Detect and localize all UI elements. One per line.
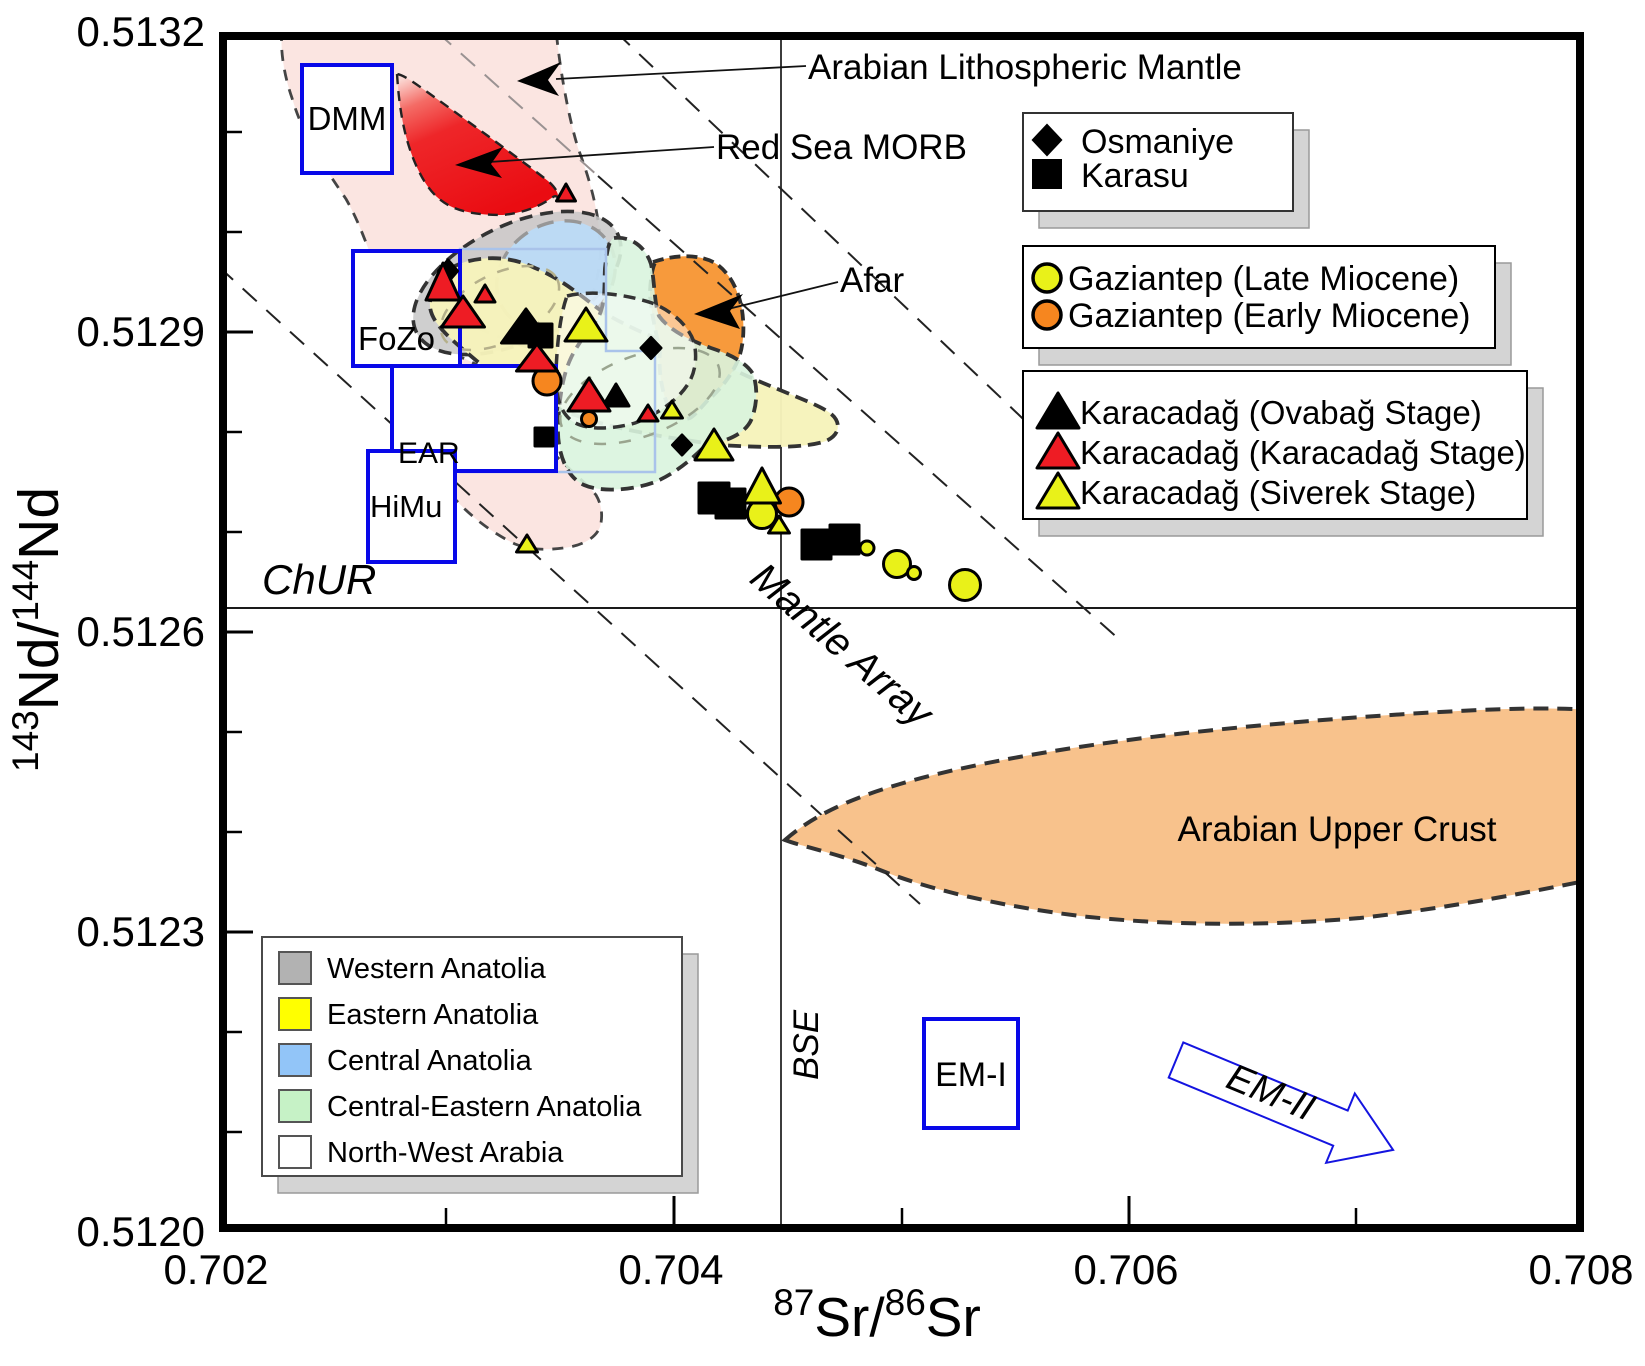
svg-text:Karasu: Karasu [1081,157,1189,195]
svg-text:Arabian Upper Crust: Arabian Upper Crust [1177,810,1496,849]
svg-text:0.706: 0.706 [1073,1246,1178,1293]
svg-text:HiMu: HiMu [370,489,442,524]
svg-text:0.704: 0.704 [618,1246,723,1293]
svg-text:EAR: EAR [398,437,460,470]
svg-text:Gaziantep (Early Miocene): Gaziantep (Early Miocene) [1068,297,1471,335]
svg-text:Karacadağ (Ovabağ Stage): Karacadağ (Ovabağ Stage) [1080,394,1482,431]
svg-text:EM-I: EM-I [935,1056,1007,1094]
svg-text:Eastern Anatolia: Eastern Anatolia [327,999,539,1031]
svg-text:Karacadağ (Karacadağ Stage): Karacadağ (Karacadağ Stage) [1080,434,1526,471]
svg-text:143Nd/144Nd: 143Nd/144Nd [5,487,71,772]
svg-text:Afar: Afar [840,261,905,300]
svg-text:Central-Eastern Anatolia: Central-Eastern Anatolia [327,1091,642,1123]
svg-text:0.5120: 0.5120 [77,1208,205,1255]
svg-text:FoZo: FoZo [358,320,435,357]
svg-text:North-West Arabia: North-West Arabia [327,1137,564,1169]
svg-text:0.702: 0.702 [163,1246,268,1293]
svg-text:0.5132: 0.5132 [77,8,205,55]
svg-text:87Sr/86Sr: 87Sr/86Sr [773,1282,981,1348]
svg-text:BSE: BSE [787,1009,826,1080]
svg-text:0.708: 0.708 [1528,1246,1633,1293]
svg-text:DMM: DMM [308,100,387,137]
svg-text:Central Anatolia: Central Anatolia [327,1045,533,1077]
svg-text:ChUR: ChUR [262,556,376,603]
svg-text:Red Sea MORB: Red Sea MORB [716,128,967,167]
svg-text:Arabian Lithospheric Mantle: Arabian Lithospheric Mantle [808,48,1242,87]
svg-text:Karacadağ (Siverek Stage): Karacadağ (Siverek Stage) [1080,474,1476,511]
svg-text:Gaziantep (Late Miocene): Gaziantep (Late Miocene) [1068,260,1459,298]
svg-text:0.5126: 0.5126 [77,608,205,655]
svg-text:0.5129: 0.5129 [77,308,205,355]
svg-text:Western Anatolia: Western Anatolia [327,953,547,985]
svg-text:Osmaniye: Osmaniye [1081,123,1234,161]
svg-text:0.5123: 0.5123 [77,908,205,955]
